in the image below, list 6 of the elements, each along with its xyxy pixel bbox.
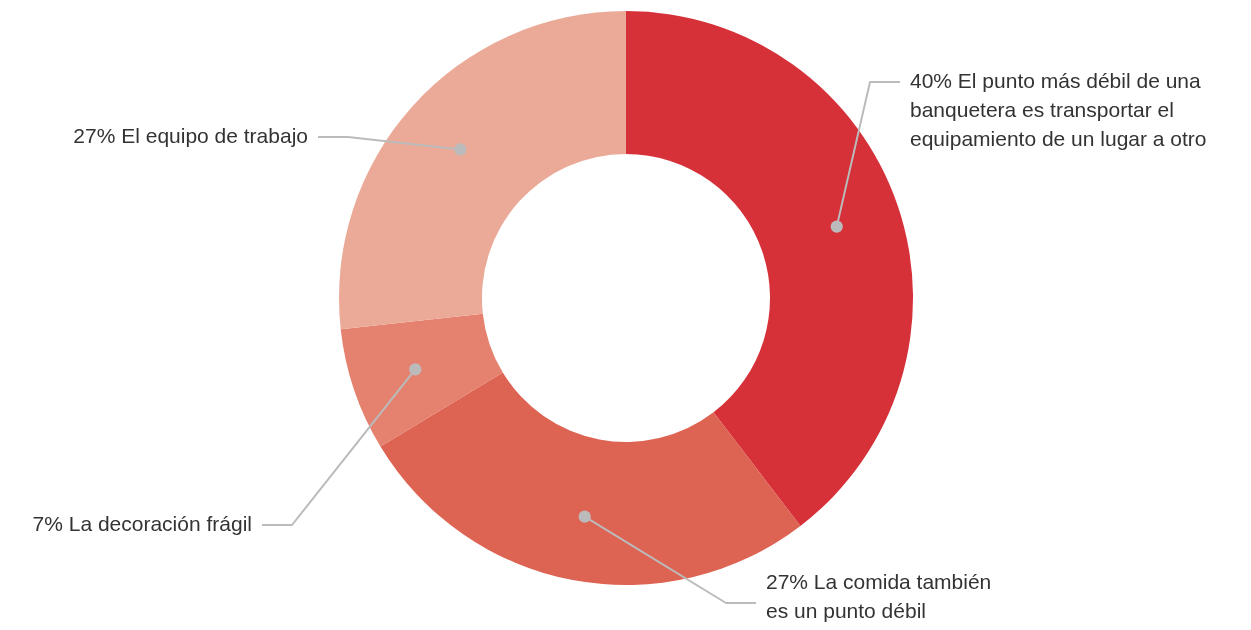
donut-slice xyxy=(340,313,503,447)
slice-label: 27% El equipo de trabajo xyxy=(73,124,308,147)
slice-label: 40% El punto más débil de una banquetera es transportar el equipamiento de un lugar a otro xyxy=(910,69,1207,150)
slice-label: 27% La comida también es un punto débil xyxy=(766,570,992,622)
slice-label: 7% La decoración frágil xyxy=(32,512,252,535)
donut-slice xyxy=(339,11,626,330)
